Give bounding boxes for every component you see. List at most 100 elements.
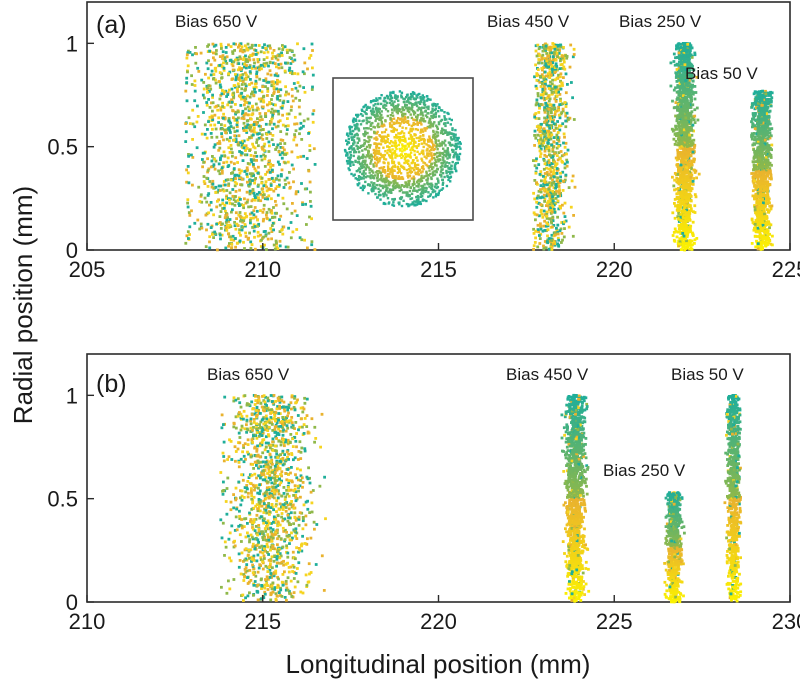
- scatter-point: [691, 179, 695, 183]
- scatter-point: [676, 63, 680, 66]
- scatter-point: [244, 71, 247, 75]
- scatter-point: [203, 151, 206, 155]
- scatter-point: [683, 122, 687, 126]
- scatter-point: [679, 42, 682, 46]
- scatter-point: [213, 157, 216, 161]
- scatter-point: [263, 243, 266, 247]
- scatter-point: [271, 55, 275, 58]
- scatter-point: [542, 141, 546, 145]
- scatter-point: [184, 122, 188, 125]
- scatter-point: [552, 242, 555, 246]
- scatter-point: [679, 54, 683, 58]
- scatter-point: [221, 127, 224, 131]
- scatter-point: [760, 242, 764, 245]
- scatter-point: [689, 181, 692, 184]
- scatter-point: [206, 128, 209, 131]
- scatter-point: [687, 120, 690, 124]
- scatter-point: [203, 132, 207, 136]
- scatter-point: [243, 103, 246, 107]
- scatter-point: [677, 179, 681, 182]
- scatter-point: [252, 191, 256, 195]
- scatter-point: [678, 240, 682, 244]
- scatter-point: [265, 61, 269, 65]
- scatter-point: [673, 198, 677, 201]
- scatter-point: [750, 217, 754, 221]
- scatter-point: [191, 183, 194, 187]
- scatter-point: [763, 120, 767, 123]
- scatter-point: [537, 189, 541, 193]
- scatter-point: [270, 83, 274, 87]
- scatter-point: [563, 162, 567, 166]
- scatter-point: [196, 218, 200, 222]
- scatter-point: [679, 153, 683, 156]
- scatter-point: [684, 68, 688, 72]
- scatter-point: [752, 163, 756, 167]
- scatter-point: [685, 113, 689, 117]
- scatter-point: [209, 87, 213, 91]
- scatter-point: [284, 124, 287, 128]
- scatter-point: [203, 182, 207, 185]
- scatter-point: [235, 118, 239, 122]
- scatter-point: [547, 87, 551, 90]
- scatter-point: [198, 200, 202, 203]
- scatter-point: [267, 130, 271, 134]
- scatter-point: [682, 145, 686, 148]
- scatter-point: [254, 169, 258, 173]
- scatter-point: [279, 173, 283, 176]
- scatter-point: [220, 171, 224, 175]
- scatter-point: [544, 246, 548, 250]
- scatter-point: [266, 50, 270, 54]
- scatter-point: [212, 51, 215, 55]
- scatter-point: [547, 130, 551, 133]
- scatter-point: [280, 51, 283, 55]
- scatter-point: [759, 182, 763, 186]
- scatter-point: [761, 144, 765, 147]
- scatter-point: [278, 244, 282, 248]
- scatter-point: [682, 65, 686, 69]
- scatter-point: [766, 193, 770, 197]
- scatter-point: [244, 60, 248, 64]
- scatter-point: [291, 99, 295, 103]
- scatter-point: [242, 206, 245, 210]
- scatter-point: [550, 162, 554, 165]
- scatter-point: [245, 119, 249, 123]
- scatter-point: [233, 180, 237, 184]
- scatter-point: [537, 141, 541, 145]
- scatter-point: [186, 230, 190, 234]
- scatter-point: [232, 91, 236, 95]
- scatter-point: [231, 202, 234, 206]
- scatter-point: [185, 81, 189, 84]
- scatter-point: [764, 196, 767, 199]
- scatter-point: [681, 191, 685, 195]
- scatter-point: [765, 94, 768, 97]
- scatter-point: [260, 181, 264, 185]
- scatter-point: [559, 192, 562, 195]
- scatter-point: [688, 54, 692, 58]
- scatter-point: [290, 88, 294, 91]
- scatter-point: [763, 226, 766, 229]
- scatter-point: [752, 175, 756, 178]
- scatter-point: [680, 172, 684, 175]
- scatter-point: [769, 104, 773, 108]
- scatter-point: [570, 81, 573, 84]
- scatter-point: [768, 109, 772, 113]
- scatter-point: [221, 54, 225, 57]
- scatter-point: [674, 56, 677, 60]
- scatter-point: [554, 163, 558, 166]
- scatter-point: [208, 246, 212, 250]
- scatter-point: [230, 210, 233, 214]
- scatter-point: [191, 156, 195, 159]
- scatter-point: [265, 196, 269, 199]
- scatter-point: [257, 44, 261, 47]
- scatter-point: [293, 133, 296, 136]
- scatter-point: [249, 78, 252, 81]
- scatter-point: [277, 63, 281, 66]
- scatter-point: [552, 240, 555, 244]
- scatter-point: [542, 188, 546, 192]
- scatter-point: [566, 160, 569, 164]
- scatter-point: [256, 218, 259, 222]
- scatter-point: [269, 182, 273, 186]
- scatter-point: [686, 48, 690, 52]
- scatter-point: [253, 146, 257, 150]
- scatter-point: [196, 66, 200, 70]
